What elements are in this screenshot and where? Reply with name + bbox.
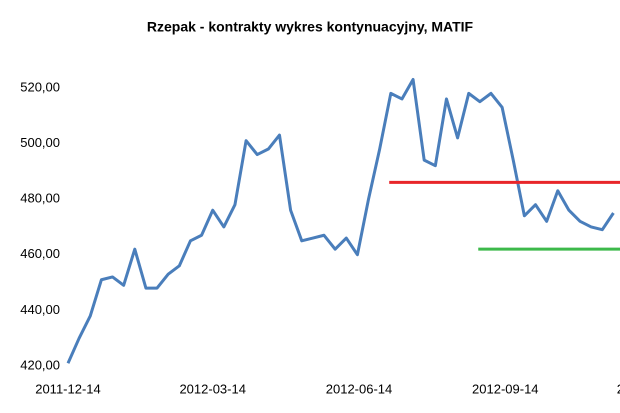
y-tick-label: 520,00	[20, 79, 60, 94]
x-tick-label: 2012-06-14	[326, 381, 393, 396]
chart-title: Rzepak - kontrakty wykres kontynuacyjny,…	[147, 19, 474, 35]
y-tick-label: 480,00	[20, 191, 60, 206]
price-line	[66, 77, 615, 364]
x-tick-label: 2012-12-14	[617, 381, 620, 396]
y-tick-label: 420,00	[20, 357, 60, 372]
x-tick-label: 2012-09-14	[472, 381, 539, 396]
x-tick-label: 2012-03-14	[179, 381, 246, 396]
y-tick-label: 460,00	[20, 246, 60, 261]
x-tick-label: 2011-12-14	[35, 381, 101, 396]
y-tick-label: 500,00	[20, 135, 60, 150]
y-tick-label: 440,00	[20, 302, 60, 317]
